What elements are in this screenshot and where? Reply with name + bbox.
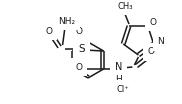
Text: H: H: [115, 74, 122, 84]
Text: N: N: [157, 37, 164, 46]
Text: NH₂: NH₂: [58, 17, 75, 25]
Text: O: O: [149, 18, 156, 27]
Text: O: O: [45, 27, 52, 35]
Text: N: N: [115, 62, 122, 72]
Text: Cl⁺: Cl⁺: [116, 84, 129, 93]
Text: O: O: [148, 48, 155, 56]
Text: CH₃: CH₃: [117, 2, 133, 11]
Text: O: O: [75, 27, 82, 35]
Text: O: O: [75, 63, 82, 72]
Text: S: S: [78, 44, 85, 54]
